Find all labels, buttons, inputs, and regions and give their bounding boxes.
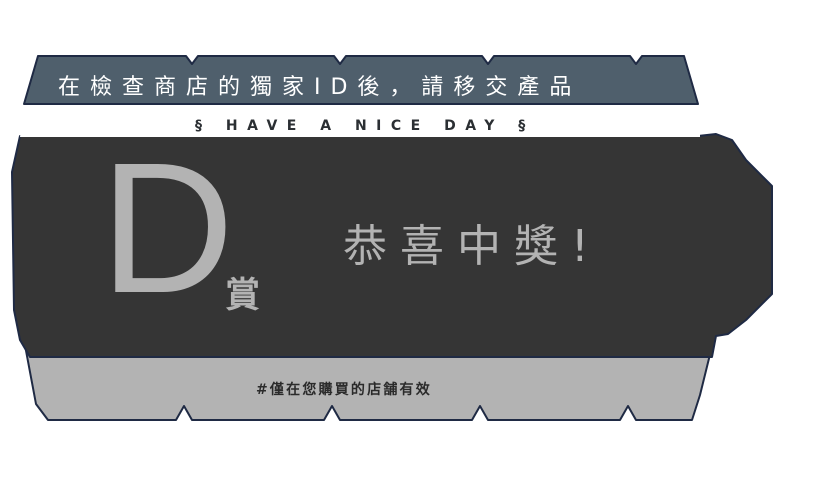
- header-band: [23, 55, 699, 105]
- congrats-message: 恭喜中獎!: [343, 221, 602, 272]
- footer-note: #僅在您購買的店舗有效: [256, 382, 432, 398]
- prize-suffix: 賞: [225, 276, 261, 316]
- tagline: § HAVE A NICE DAY §: [195, 118, 535, 134]
- tagline-strip: [20, 105, 700, 137]
- header-instruction: 在檢查商店的獨家ID後，請移交產品: [58, 75, 582, 100]
- prize-letter: D: [100, 125, 235, 332]
- main-body: [11, 133, 773, 358]
